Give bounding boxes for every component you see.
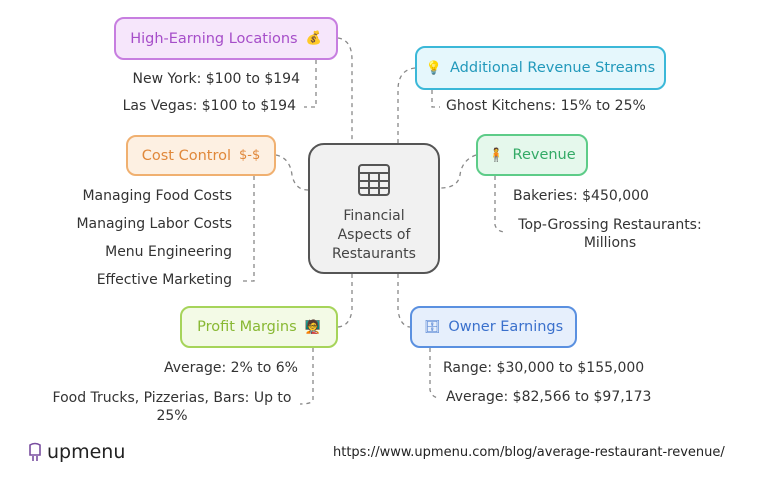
list-item: Las Vegas: $100 to $194 — [122, 98, 296, 114]
list-item: Average: $82,566 to $97,173 — [446, 389, 652, 405]
source-url[interactable]: https://www.upmenu.com/blog/average-rest… — [333, 445, 725, 460]
owner-earnings-label: Owner Earnings — [448, 319, 564, 335]
upmenu-logo-icon — [29, 442, 41, 461]
high-earning-locations-label: High-Earning Locations — [130, 30, 298, 47]
safe-icon: 🗄 — [423, 319, 441, 335]
cashier-icon: 🧍 — [488, 147, 505, 163]
list-item: Top-Grossing Restaurants: Millions — [518, 217, 702, 251]
list-item: Managing Labor Costs — [76, 216, 232, 232]
list-item: Food Trucks, Pizzerias, Bars: Up to 25% — [52, 390, 292, 424]
dollar-bulb-icon: 💡 — [425, 60, 442, 76]
owner-earnings-node: 🗄 Owner Earnings — [410, 306, 577, 348]
presenter-icon: 🧑‍🏫 — [304, 319, 321, 335]
list-item: Average: 2% to 6% — [163, 360, 298, 376]
central-node-title: Financial Aspects of Restaurants — [332, 208, 416, 262]
central-node: Financial Aspects of Restaurants — [308, 143, 440, 274]
cost-control-node: Cost Control $-$ — [126, 135, 276, 176]
person-dollar-icon: $-$ — [239, 148, 261, 163]
list-item: New York: $100 to $194 — [132, 71, 301, 87]
revenue-label: Revenue — [512, 147, 576, 163]
table-icon — [358, 164, 390, 196]
profit-margins-node: Profit Margins 🧑‍🏫 — [180, 306, 338, 348]
revenue-node: 🧍 Revenue — [476, 134, 588, 176]
list-item: Menu Engineering — [105, 244, 232, 260]
additional-revenue-streams-node: 💡 Additional Revenue Streams — [415, 46, 666, 90]
list-item: Managing Food Costs — [82, 188, 232, 204]
list-item: Bakeries: $450,000 — [513, 188, 649, 204]
money-person-icon: 💰 — [305, 31, 322, 46]
list-item: Ghost Kitchens: 15% to 25% — [446, 98, 646, 114]
list-item: Effective Marketing — [96, 272, 232, 288]
additional-revenue-streams-label: Additional Revenue Streams — [450, 60, 656, 76]
high-earning-locations-node: High-Earning Locations 💰 — [114, 17, 338, 60]
list-item: Range: $30,000 to $155,000 — [443, 360, 645, 376]
upmenu-logo: upmenu — [28, 441, 125, 463]
profit-margins-label: Profit Margins — [197, 319, 297, 335]
cost-control-label: Cost Control — [141, 147, 232, 164]
brand-name: upmenu — [47, 441, 126, 463]
